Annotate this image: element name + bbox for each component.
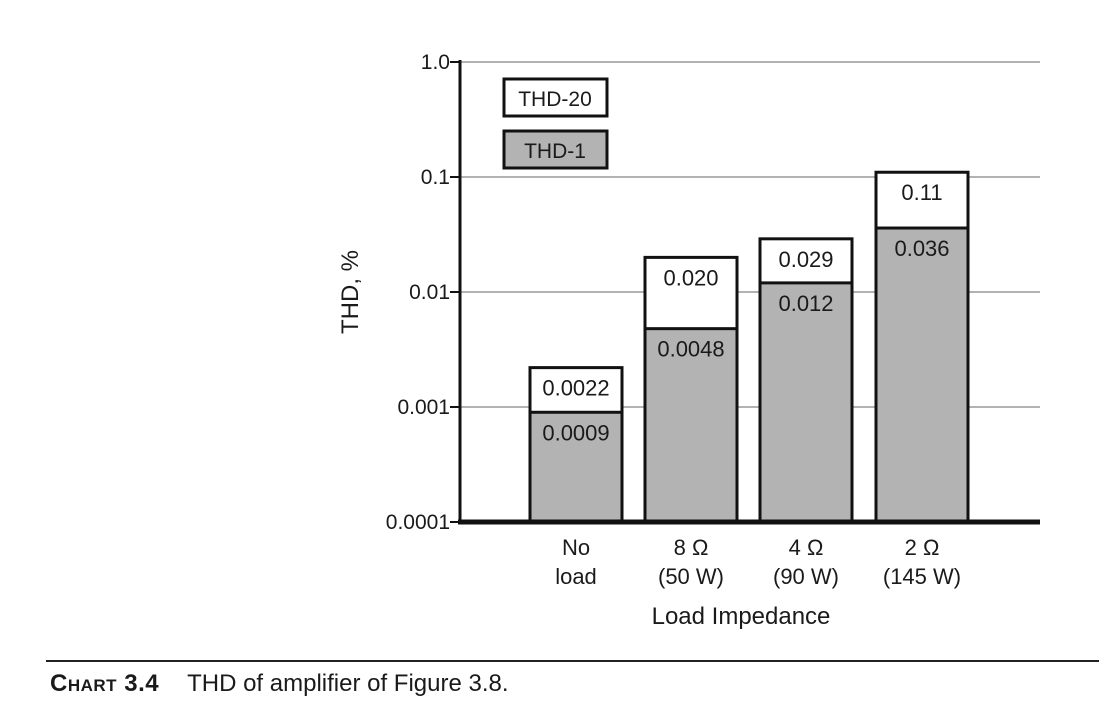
bar-label-thd20: 0.029 — [778, 247, 833, 272]
y-tick-label: 0.1 — [421, 166, 450, 189]
bar-label-thd20: 0.0022 — [542, 376, 609, 401]
legend: THD-20 THD-1 — [502, 77, 609, 170]
bar-label-thd1: 0.036 — [894, 236, 949, 261]
caption-divider — [46, 660, 1099, 662]
legend-swatch-thd1 — [502, 129, 609, 170]
x-category-label: (50 W) — [658, 564, 724, 589]
x-category-label: 8 Ω — [674, 535, 709, 560]
bars: 0.0022 0.0009 0.020 0.0048 0.029 0.012 0.11 0.0… — [528, 170, 970, 524]
y-tick-label: 0.001 — [397, 396, 450, 419]
thd-bar-chart: 0.0022 0.0009 0.020 0.0048 0.029 0.012 0.11 0.0… — [337, 51, 1040, 630]
legend-swatch-thd20 — [502, 77, 609, 118]
bar-thd1 — [643, 327, 739, 524]
x-category-label: 4 Ω — [789, 535, 824, 560]
bar-thd1 — [758, 281, 854, 524]
bar-label-thd20: 0.020 — [663, 265, 718, 290]
y-tick-label: 0.01 — [409, 281, 450, 304]
caption-text: THD of amplifier of Figure 3.8. — [187, 670, 509, 697]
bar-label-thd1: 0.0009 — [542, 420, 609, 445]
figure-caption: Chart 3.4 THD of amplifier of Figure 3.8. — [50, 670, 509, 698]
x-category-label: (90 W) — [773, 564, 839, 589]
bar-label-thd1: 0.0048 — [657, 337, 724, 362]
y-tick-labels: 1.0 0.1 0.01 0.001 0.0001 — [386, 51, 450, 534]
legend-label-thd1: THD-1 — [524, 140, 586, 163]
legend-label-thd20: THD-20 — [518, 88, 592, 111]
x-category-label: 2 Ω — [905, 535, 940, 560]
x-axis-title: Load Impedance — [652, 603, 831, 630]
axes — [450, 60, 1040, 525]
bar-label-thd1: 0.012 — [778, 291, 833, 316]
x-category-label: load — [555, 564, 597, 589]
x-category-label: No — [562, 535, 590, 560]
y-tick-label: 0.0001 — [386, 511, 450, 534]
caption-prefix: Chart 3.4 — [50, 670, 160, 697]
x-category-label: (145 W) — [883, 564, 961, 589]
y-tick-label: 1.0 — [421, 51, 450, 74]
y-axis-title: THD, % — [337, 250, 364, 334]
bar-label-thd20: 0.11 — [901, 180, 942, 205]
bar-thd1 — [874, 226, 970, 524]
x-category-labels: No load 8 Ω (50 W) 4 Ω (90 W) 2 Ω (145 W) — [555, 535, 961, 589]
